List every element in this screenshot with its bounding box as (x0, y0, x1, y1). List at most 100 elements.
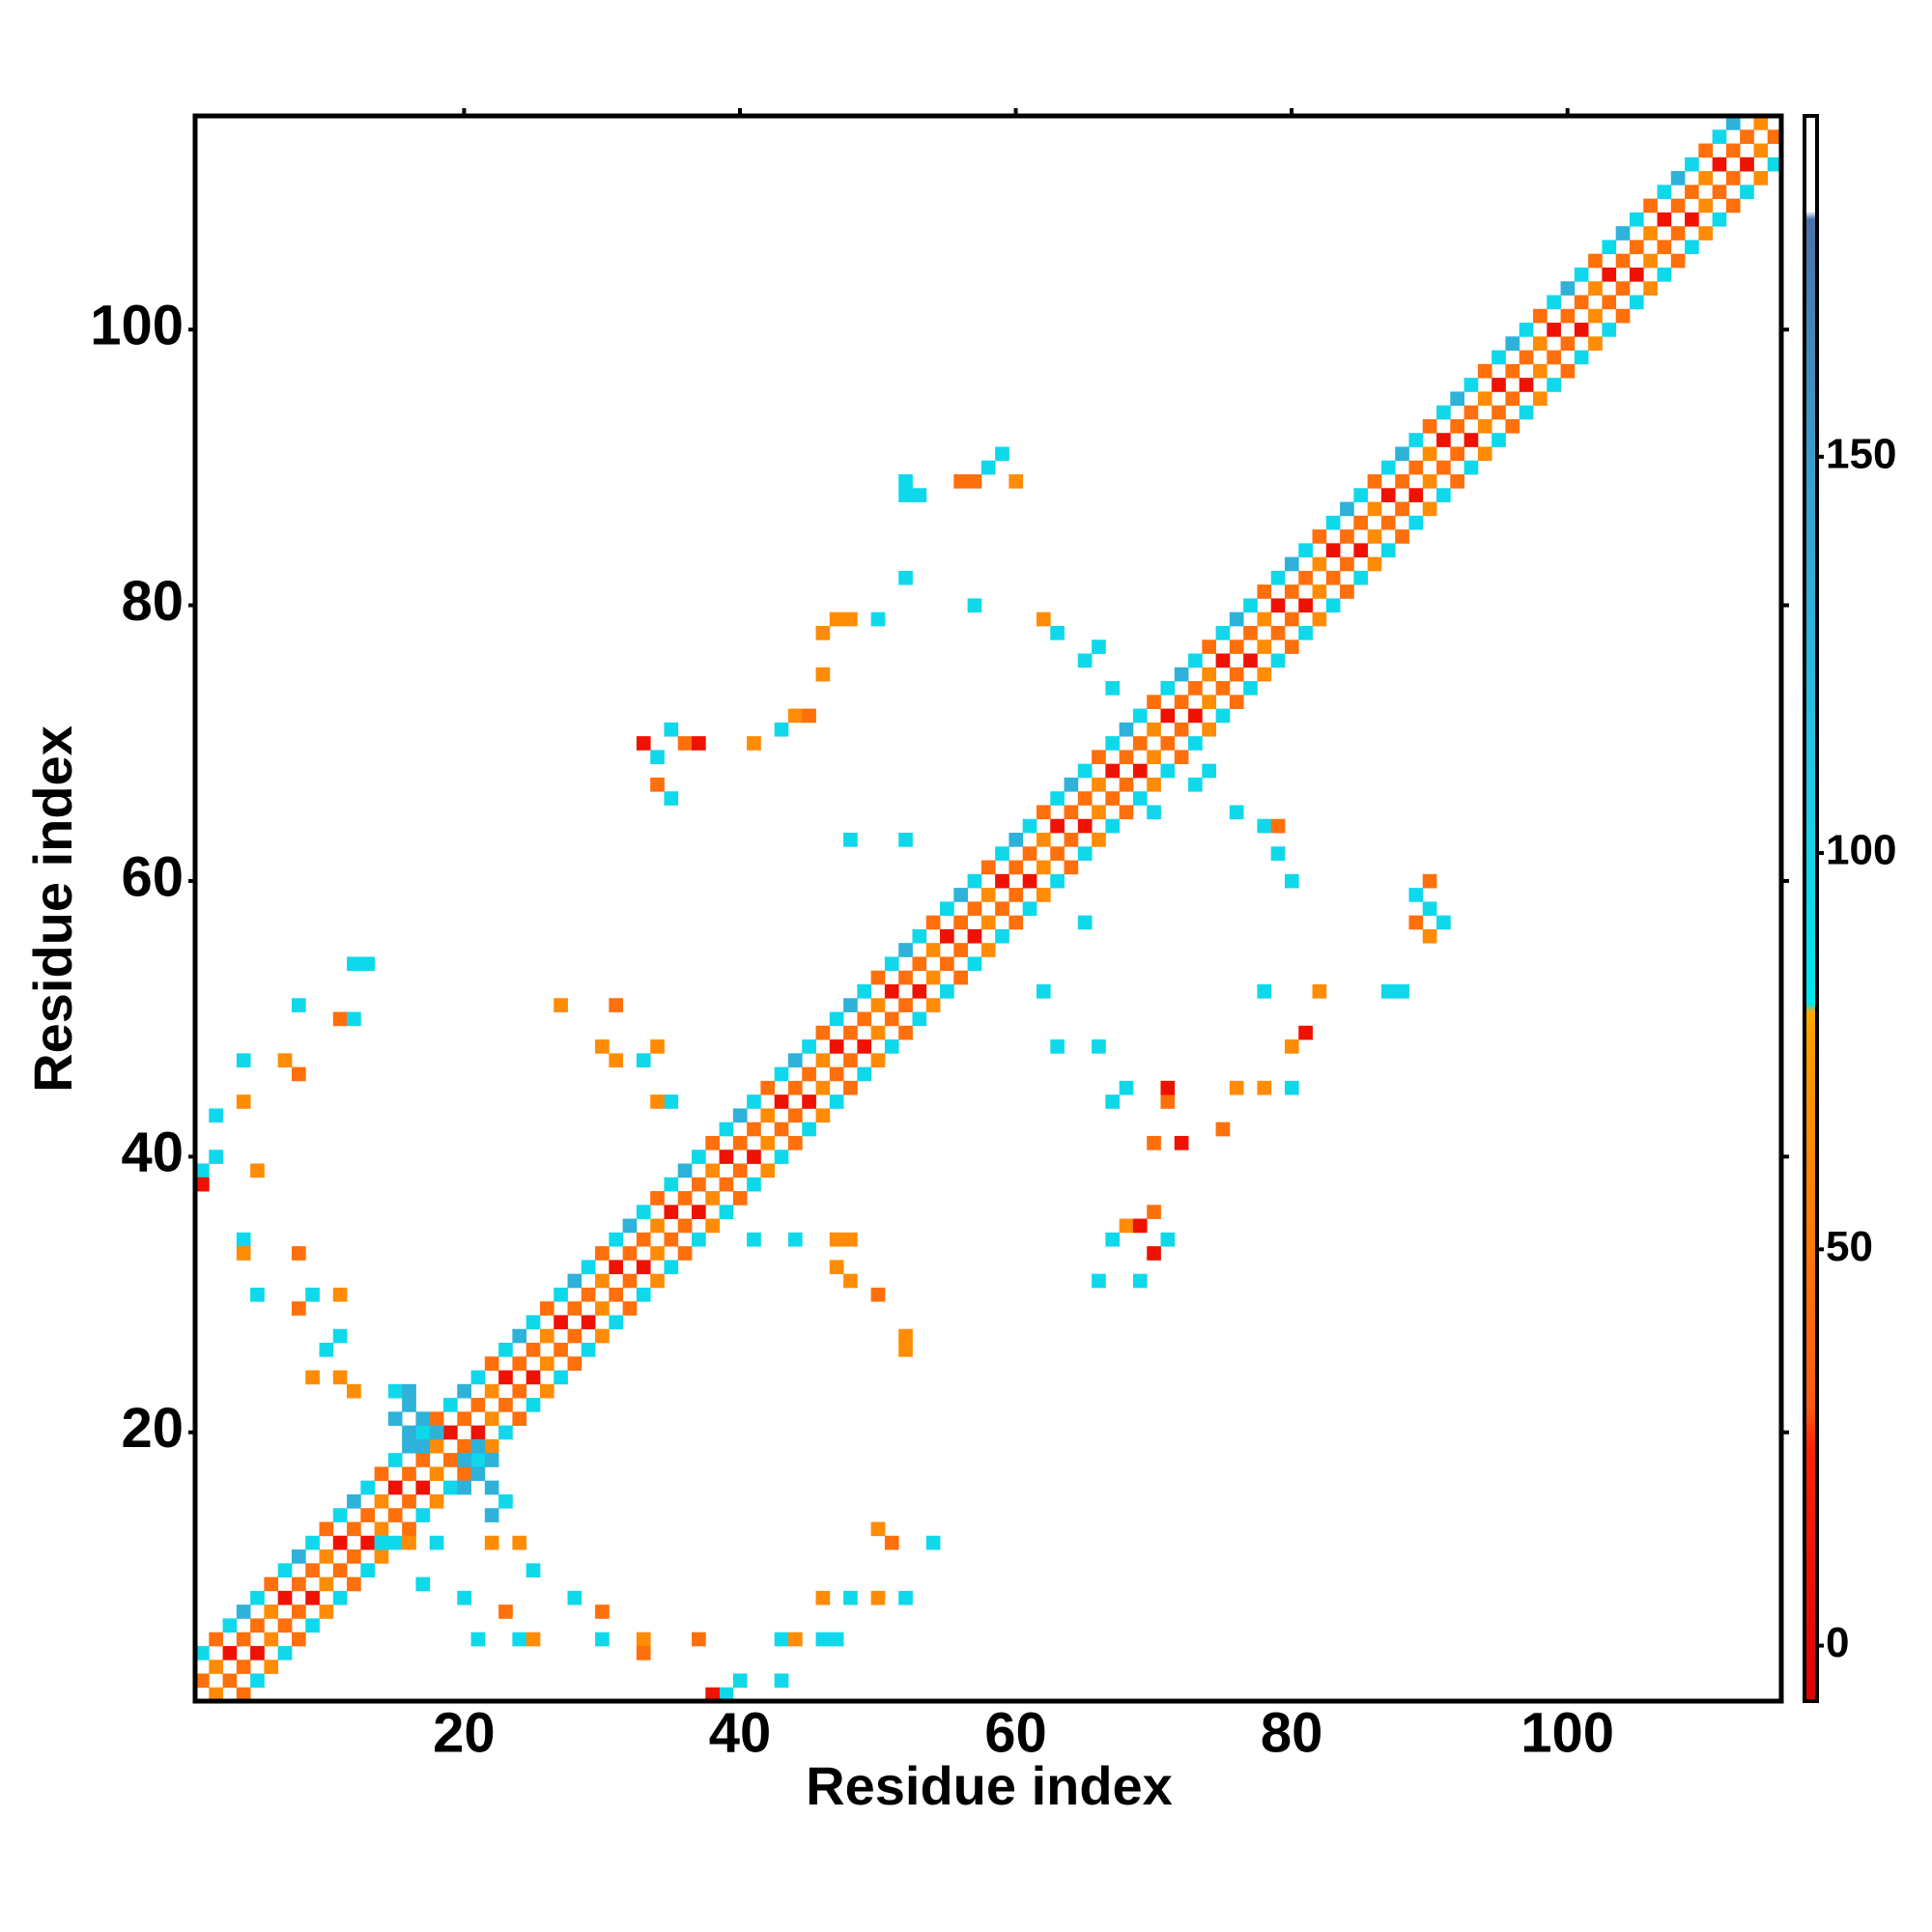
cell (498, 1370, 513, 1385)
cell (470, 1370, 486, 1385)
cell (1588, 336, 1603, 351)
cell (925, 1535, 941, 1550)
cell (1174, 695, 1189, 709)
cell (1602, 267, 1617, 282)
cell (980, 860, 996, 875)
cell (1160, 1232, 1176, 1247)
cell (1188, 708, 1203, 724)
cell (843, 1053, 858, 1067)
cell (980, 460, 996, 475)
cell (1147, 805, 1161, 820)
cell (636, 1053, 651, 1067)
cell (1064, 777, 1079, 792)
cell (705, 1687, 720, 1702)
cell (1725, 198, 1741, 213)
cell (1408, 433, 1424, 447)
cell (980, 888, 996, 902)
cell (1436, 915, 1451, 930)
cell (539, 1383, 554, 1399)
cell (319, 1342, 334, 1357)
colorbar-tick-label: 0 (1826, 1619, 1849, 1666)
cell (512, 1535, 527, 1550)
cell (1202, 667, 1216, 682)
cell (374, 1521, 389, 1537)
cell (1477, 446, 1492, 462)
cell (1450, 391, 1464, 407)
cell (443, 1398, 458, 1412)
cell (1298, 598, 1313, 613)
cell (484, 1356, 499, 1371)
cell (484, 1383, 499, 1399)
cell (898, 1342, 913, 1357)
cell (1050, 1039, 1065, 1054)
cell (967, 598, 982, 613)
cell (1312, 556, 1327, 572)
cell (1243, 653, 1258, 668)
cell (774, 1066, 789, 1082)
cell (609, 1315, 624, 1330)
cell (705, 1218, 720, 1234)
cell (1257, 1080, 1272, 1095)
cell (539, 1356, 554, 1371)
cell (1064, 805, 1079, 820)
cell (1588, 253, 1603, 269)
cell (387, 1480, 403, 1495)
cell (870, 1025, 886, 1040)
cell (1712, 129, 1727, 144)
cell (1657, 185, 1672, 200)
cell (1215, 681, 1231, 696)
cell (1092, 639, 1106, 654)
cell (1340, 501, 1354, 517)
cell (1105, 791, 1121, 806)
cell (1643, 198, 1658, 213)
cell (498, 1493, 513, 1509)
cell (1284, 873, 1299, 889)
cell (1615, 253, 1631, 269)
cell (1077, 846, 1093, 861)
cell (319, 1605, 334, 1619)
cell (1077, 915, 1093, 930)
cell (829, 1094, 844, 1109)
cell (457, 1411, 471, 1427)
cell (1119, 1080, 1134, 1095)
cell (650, 1191, 665, 1206)
cell (912, 956, 927, 972)
cell (1698, 198, 1714, 213)
cell (787, 1135, 803, 1151)
cell (1036, 833, 1051, 847)
cell (387, 1453, 403, 1467)
cell (498, 1425, 513, 1440)
cell (1685, 240, 1699, 255)
cell (1312, 584, 1327, 599)
cell (595, 1301, 610, 1316)
cell (291, 1632, 306, 1647)
cell (1685, 185, 1699, 200)
cell (305, 1535, 320, 1550)
cell (347, 1011, 361, 1027)
cell (1422, 418, 1437, 434)
y-tick-label: 100 (90, 295, 184, 357)
cell (1629, 295, 1644, 310)
cell (967, 956, 982, 972)
cell (470, 1466, 486, 1482)
cell (305, 1590, 320, 1605)
cell (1243, 598, 1258, 613)
cell (622, 1246, 638, 1261)
cell (567, 1590, 582, 1605)
cell (995, 846, 1009, 861)
cell (429, 1535, 444, 1550)
cell (747, 736, 761, 751)
cell (374, 1535, 389, 1550)
cell (815, 1632, 831, 1647)
cell (484, 1411, 499, 1427)
cell (760, 1080, 776, 1095)
cell (1532, 363, 1548, 379)
cell (291, 1605, 306, 1619)
y-axis-label: Residue index (22, 725, 83, 1093)
cell (1229, 1080, 1244, 1095)
cell (305, 1287, 320, 1302)
cell (1519, 378, 1534, 392)
cell (415, 1425, 431, 1440)
cell (387, 1411, 403, 1427)
